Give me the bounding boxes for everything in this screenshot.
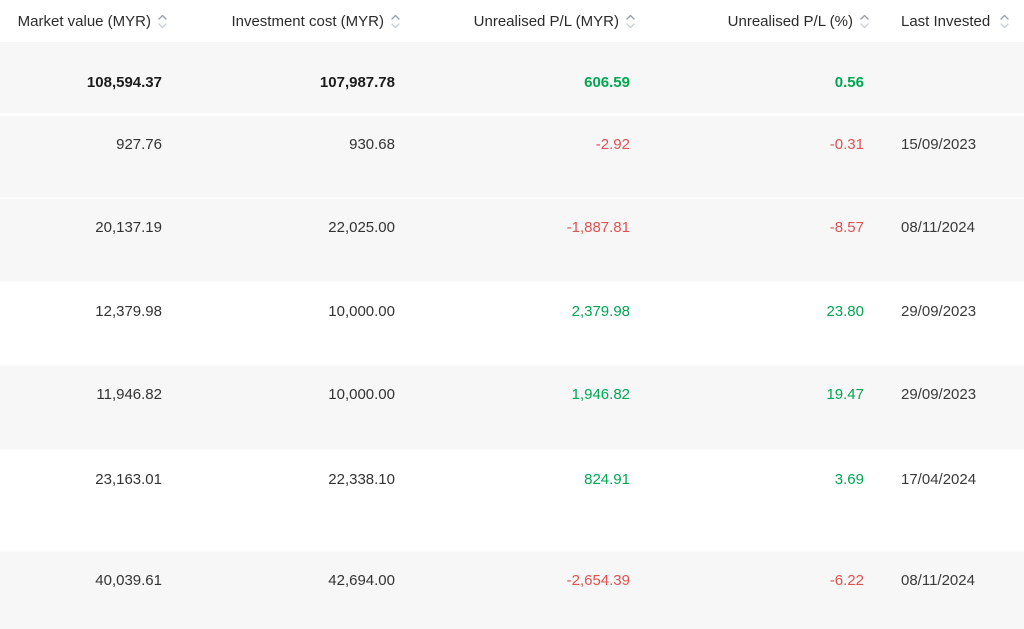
column-header-unrealised-pl-pct[interactable]: Unrealised P/L (%): [630, 12, 869, 31]
sort-icon: [626, 14, 635, 28]
table-row[interactable]: 23,163.01 22,338.10 824.91 3.69 17/04/20…: [0, 449, 1024, 550]
unrealised-pl-myr-cell: 1,946.82: [571, 386, 630, 403]
table-row[interactable]: 20,137.19 22,025.00 -1,887.81 -8.57 08/1…: [0, 197, 1024, 281]
unrealised-pl-myr-cell: -2.92: [595, 136, 630, 153]
market-value-cell: 12,379.98: [95, 303, 162, 320]
table-row[interactable]: 12,379.98 10,000.00 2,379.98 23.80 29/09…: [0, 281, 1024, 364]
sort-icon: [1000, 14, 1009, 28]
sort-icon: [860, 14, 869, 28]
column-header-unrealised-pl-myr[interactable]: Unrealised P/L (MYR): [395, 12, 635, 31]
sort-icon: [158, 14, 167, 28]
last-invested-cell: 29/09/2023: [901, 303, 977, 320]
column-header-last-invested[interactable]: Last Invested: [864, 12, 1024, 31]
investment-cost-cell: 10,000.00: [328, 303, 395, 320]
market-value-cell: 40,039.61: [95, 572, 162, 589]
investment-cost-cell: 930.68: [349, 136, 395, 153]
unrealised-pl-myr-cell: -2,654.39: [566, 572, 630, 589]
market-value-cell: 927.76: [116, 136, 162, 153]
table-header-row: Market value (MYR) Investment cost (MYR)…: [0, 0, 1024, 42]
summary-last-invested: [864, 42, 1024, 113]
unrealised-pl-pct-cell: -6.22: [829, 572, 864, 589]
last-invested-cell: 15/09/2023: [901, 136, 977, 153]
unrealised-pl-pct-cell: 3.69: [834, 471, 864, 488]
unrealised-pl-myr-cell: 824.91: [584, 471, 630, 488]
summary-investment-cost: 107,987.78: [319, 74, 395, 91]
investment-cost-cell: 10,000.00: [328, 386, 395, 403]
column-header-label: Investment cost (MYR): [231, 12, 384, 30]
table-row[interactable]: 40,039.61 42,694.00 -2,654.39 -6.22 08/1…: [0, 550, 1024, 629]
investment-cost-cell: 42,694.00: [328, 572, 395, 589]
summary-row: 108,594.37 107,987.78 606.59 0.56: [0, 42, 1024, 113]
last-invested-cell: 29/09/2023: [901, 386, 977, 403]
unrealised-pl-pct-cell: 23.80: [826, 303, 864, 320]
last-invested-cell: 08/11/2024: [901, 572, 975, 589]
table-row[interactable]: 927.76 930.68 -2.92 -0.31 15/09/2023: [0, 113, 1024, 197]
column-header-investment-cost[interactable]: Investment cost (MYR): [162, 12, 400, 31]
summary-unrealised-pl-pct: 0.56: [834, 74, 864, 91]
column-header-label: Market value (MYR): [17, 12, 151, 30]
unrealised-pl-pct-cell: -0.31: [829, 136, 864, 153]
unrealised-pl-myr-cell: 2,379.98: [571, 303, 630, 320]
unrealised-pl-pct-cell: 19.47: [826, 386, 864, 403]
summary-market-value: 108,594.37: [86, 74, 162, 91]
unrealised-pl-pct-cell: -8.57: [829, 219, 864, 236]
summary-unrealised-pl-myr: 606.59: [584, 74, 630, 91]
unrealised-pl-myr-cell: -1,887.81: [566, 219, 630, 236]
column-header-label: Unrealised P/L (%): [727, 12, 853, 30]
sort-icon: [391, 14, 400, 28]
last-invested-cell: 17/04/2024: [901, 471, 977, 488]
market-value-cell: 11,946.82: [96, 386, 162, 403]
market-value-cell: 23,163.01: [95, 471, 162, 488]
market-value-cell: 20,137.19: [95, 219, 162, 236]
investment-cost-cell: 22,025.00: [328, 219, 395, 236]
column-header-market-value[interactable]: Market value (MYR): [0, 12, 167, 31]
table-row[interactable]: 11,946.82 10,000.00 1,946.82 19.47 29/09…: [0, 364, 1024, 449]
investment-cost-cell: 22,338.10: [328, 471, 395, 488]
column-header-label: Last Invested: [901, 12, 991, 30]
column-header-label: Unrealised P/L (MYR): [473, 12, 619, 30]
last-invested-cell: 08/11/2024: [901, 219, 975, 236]
